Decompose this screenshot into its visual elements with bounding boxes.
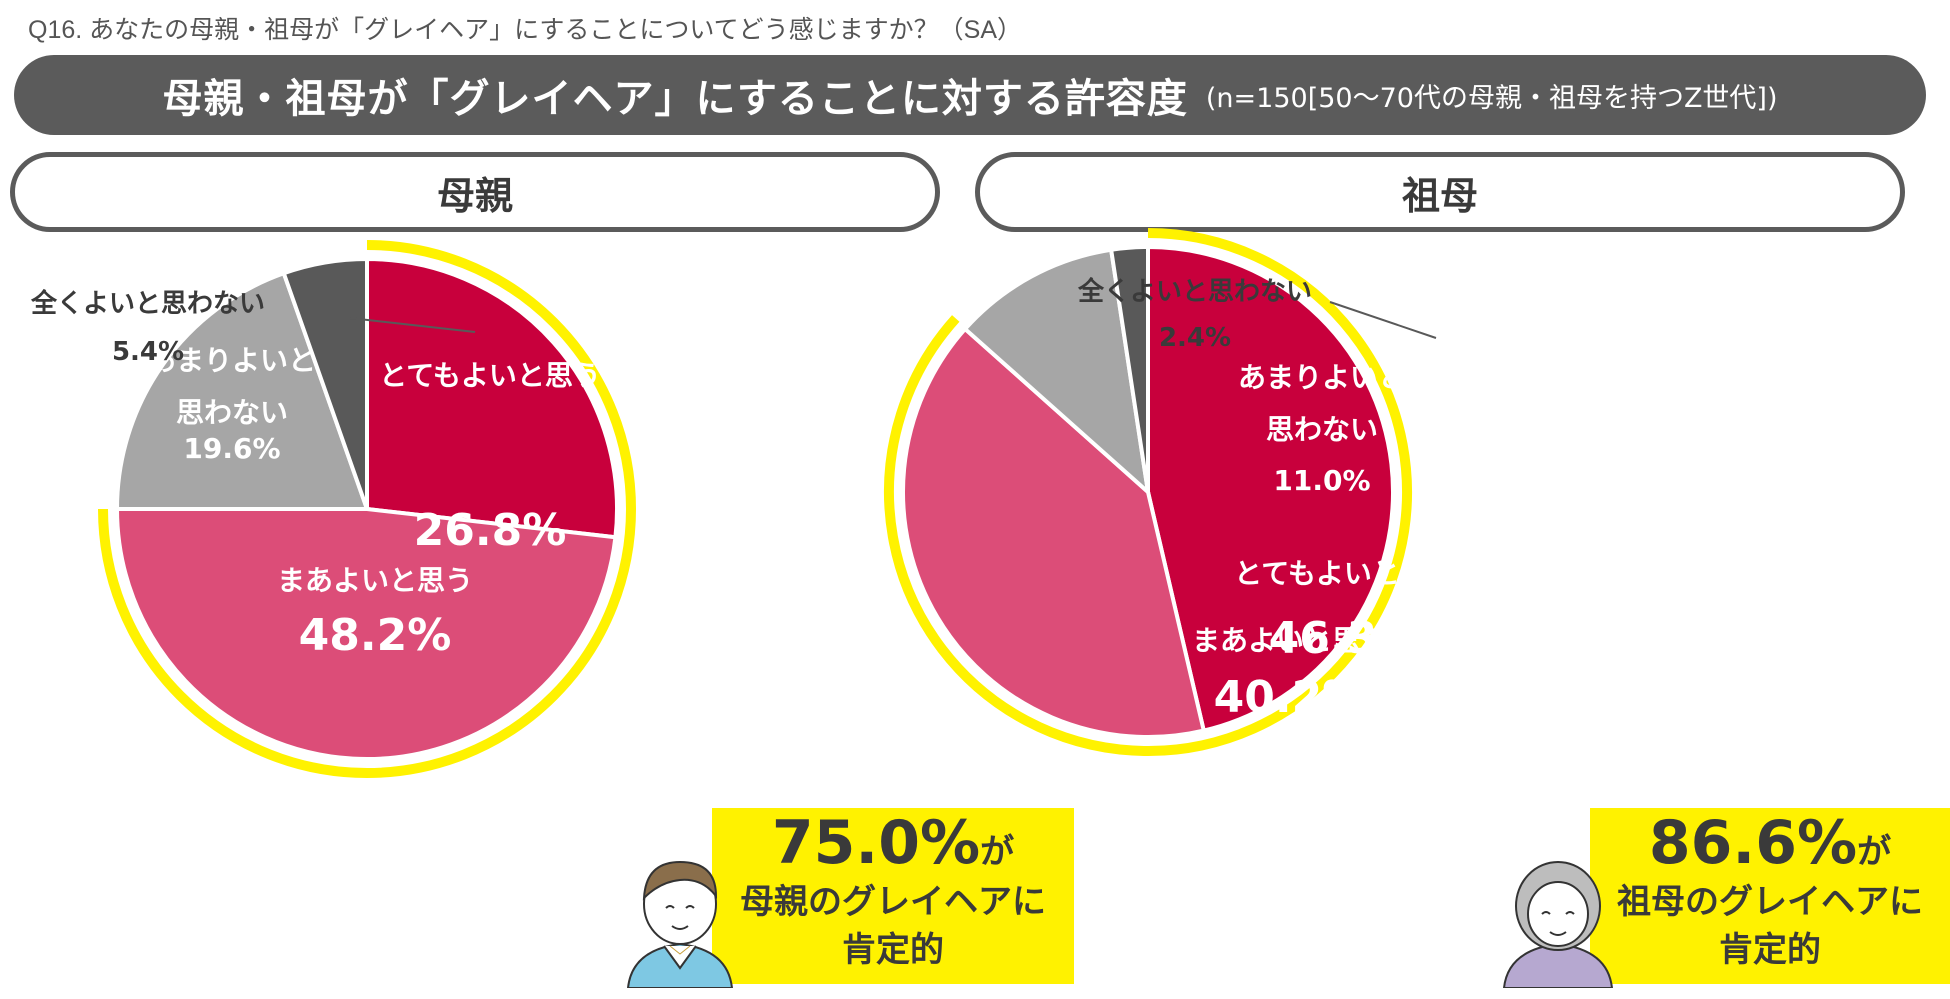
slice-value-very-good: 46.3% [1269, 613, 1422, 664]
slice-value-not-at-all: 2.4% [1159, 323, 1231, 353]
callout-line1: 母親のグレイヘアに [740, 882, 1046, 922]
slice-label-not-very-good: あまりよいと [1238, 361, 1406, 394]
pie-slice-not-at-all [1108, 244, 1150, 493]
slice-value-somewhat-good: 48.2% [299, 610, 452, 661]
grandmother-icon [1502, 861, 1614, 988]
pie-slice-somewhat-good [114, 507, 618, 761]
slice-label-not-very-good: 思わない [176, 396, 288, 429]
callout-line1: 祖母のグレイヘアに [1617, 882, 1923, 922]
callout-line2: 肯定的 [842, 930, 944, 970]
title-bar: 母親・祖母が「グレイヘア」にすることに対する許容度 (n=150[50～70代の… [14, 55, 1926, 135]
slice-value-somewhat-good: 40.2% [1214, 672, 1367, 723]
callout-percent: 75.0% [771, 808, 981, 878]
slice-value-not-very-good: 19.6% [183, 432, 280, 465]
pie-slice-somewhat-good [901, 326, 1207, 739]
pie-slice-very-good [365, 256, 619, 540]
slice-label-somewhat-good: まあよいと思う [1192, 624, 1388, 657]
pie-slice-not-very-good [962, 247, 1151, 498]
callout-percent: 86.6% [1648, 808, 1858, 878]
callout-mother: 75.0%が 母親のグレイヘアに 肯定的 [712, 808, 1074, 984]
slice-value-not-at-all: 5.4% [112, 337, 184, 367]
slice-label-very-good: とてもよいと思う [379, 359, 601, 392]
callout-grandmother: 86.6%が 祖母のグレイヘアに 肯定的 [1590, 808, 1950, 984]
panel-header-grandmother: 祖母 [975, 152, 1905, 232]
leader-line [1329, 301, 1437, 339]
slice-label-not-very-good: あまりよいと [148, 344, 316, 377]
slice-label-not-very-good: 思わない [1266, 413, 1378, 446]
pie-slice-very-good [1146, 244, 1395, 733]
slice-label-not-at-all: 全くよいと思わない [30, 288, 265, 319]
leader-line [349, 317, 476, 333]
callout-suffix: が [1857, 832, 1892, 872]
slice-label-somewhat-good: まあよいと思う [277, 564, 473, 597]
callout-line2: 肯定的 [1719, 930, 1821, 970]
pie-slice-not-at-all [281, 256, 369, 510]
slice-value-very-good: 26.8% [414, 505, 567, 556]
slice-label-very-good: とてもよいと思う [1234, 557, 1456, 590]
slice-label-not-at-all: 全くよいと思わない [1077, 276, 1312, 307]
positive-highlight-arc [98, 240, 636, 778]
sample-note: (n=150[50～70代の母親・祖母を持つZ世代]) [1205, 82, 1778, 114]
young-person-icon [626, 860, 734, 988]
positive-highlight-arc [884, 228, 1412, 756]
panel-header-mother: 母親 [10, 152, 940, 232]
question-text: Q16. あなたの母親・祖母が「グレイヘア」にすることについてどう感じますか？（… [28, 16, 1022, 44]
callout-suffix: が [980, 832, 1015, 872]
slice-value-not-very-good: 11.0% [1273, 464, 1370, 497]
chart-title: 母親・祖母が「グレイヘア」にすることに対する許容度 [162, 76, 1188, 122]
